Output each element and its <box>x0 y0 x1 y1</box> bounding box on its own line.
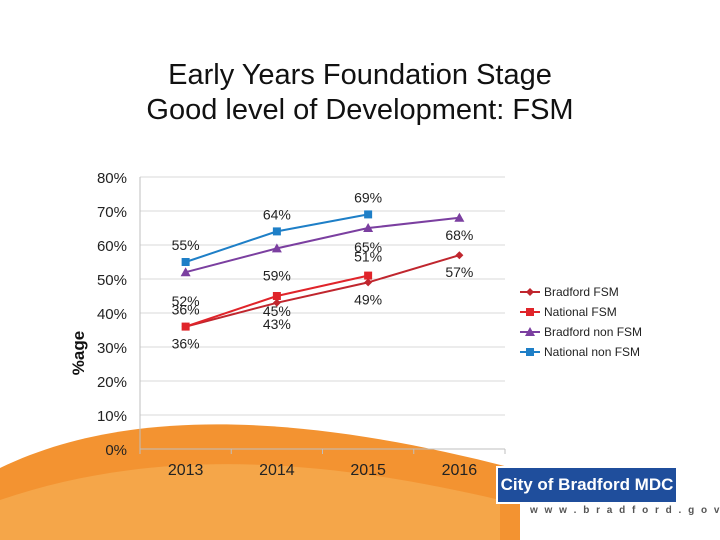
x-tick-label: 2015 <box>350 462 386 479</box>
y-tick-label: 0% <box>105 442 127 459</box>
series-line-bradford-fsm <box>185 254 460 328</box>
data-point-bradford-non-fsm <box>363 223 374 232</box>
x-tick-label: 2013 <box>168 462 204 479</box>
legend-entry-bradford-non-fsm: Bradford non FSM <box>544 325 642 339</box>
data-point-national-fsm <box>364 271 373 280</box>
data-label-bradford-fsm: 36% <box>172 336 200 352</box>
data-point-bradford-non-fsm <box>271 243 282 253</box>
data-label-bradford-fsm: 43% <box>263 316 291 332</box>
data-label-national-non-fsm: 69% <box>354 189 382 205</box>
x-tick-label: 2016 <box>442 462 478 479</box>
legend-marker-bradford-non-fsm <box>525 327 535 336</box>
x-tick-label: 2014 <box>259 462 295 479</box>
legend-entry-national-fsm: National FSM <box>544 305 617 319</box>
series-line-bradford-non-fsm <box>185 216 460 274</box>
title-line-1: Early Years Foundation Stage <box>168 59 552 91</box>
y-tick-label: 10% <box>97 408 127 425</box>
y-tick-label: 20% <box>97 374 127 391</box>
data-point-national-non-fsm <box>272 227 281 236</box>
data-label-national-fsm: 45% <box>263 303 291 319</box>
data-label-bradford-non-fsm: 68% <box>445 227 473 243</box>
org-url: w w w . b r a d f o r d . g o v . u k <box>530 502 720 520</box>
data-label-bradford-fsm: 57% <box>445 264 473 280</box>
data-point-bradford-fsm <box>272 298 281 307</box>
legend-entry-bradford-fsm: Bradford FSM <box>544 285 619 299</box>
y-tick-label: 60% <box>97 238 127 255</box>
data-point-bradford-non-fsm <box>180 267 191 277</box>
data-label-national-non-fsm: 64% <box>263 206 291 222</box>
slide-title: Early Years Foundation Stage Good level … <box>0 58 720 128</box>
data-label-bradford-non-fsm: 59% <box>263 267 291 283</box>
legend-marker-bradford-fsm <box>526 288 534 296</box>
y-tick-label: 70% <box>97 204 127 221</box>
decorative-swoosh-light <box>0 464 500 540</box>
org-logo: City of Bradford MDC <box>496 466 678 504</box>
y-tick-label: 40% <box>97 306 127 323</box>
data-label-bradford-fsm: 49% <box>354 291 382 307</box>
y-tick-label: 50% <box>97 272 127 289</box>
data-point-bradford-fsm <box>364 278 373 287</box>
data-point-national-fsm <box>272 292 281 300</box>
data-label-national-non-fsm: 55% <box>172 237 200 253</box>
title-line-2: Good level of Development: FSM <box>146 94 574 126</box>
data-point-national-non-fsm <box>364 210 373 219</box>
data-label-national-fsm: 51% <box>354 249 382 265</box>
data-point-national-fsm <box>181 322 190 331</box>
data-point-bradford-non-fsm <box>454 212 465 222</box>
data-label-bradford-non-fsm: 52% <box>172 293 200 309</box>
data-label-bradford-non-fsm: 65% <box>354 239 382 255</box>
y-tick-label: 30% <box>97 340 127 357</box>
data-point-national-non-fsm <box>181 258 190 266</box>
data-point-bradford-fsm <box>455 251 464 260</box>
legend-entry-national-non-fsm: National non FSM <box>544 345 640 359</box>
data-label-national-fsm: 36% <box>172 302 200 318</box>
y-tick-label: 80% <box>97 170 127 187</box>
legend-marker-national-non-fsm <box>526 348 534 356</box>
legend-marker-national-fsm <box>526 308 534 316</box>
y-axis-label: %age <box>69 331 88 375</box>
